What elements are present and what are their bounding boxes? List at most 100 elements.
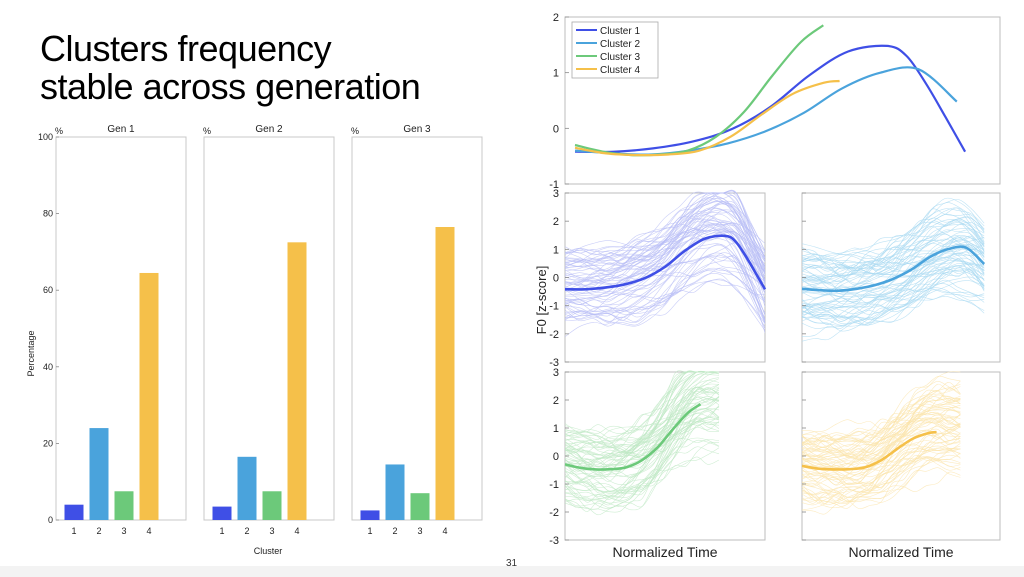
contour-trace (564, 195, 766, 288)
bar-cluster-3 (262, 491, 282, 520)
contour-trace (801, 419, 961, 468)
contour-trace (564, 227, 766, 302)
contour-trace (801, 400, 961, 471)
y-tick-label: -1 (549, 301, 559, 313)
y-tick-label: 2 (553, 216, 559, 228)
contour-trace (564, 371, 719, 472)
contour-trace (564, 243, 766, 324)
contour-trace (564, 273, 766, 328)
x-tick-label: 4 (442, 526, 447, 536)
contour-trace (801, 386, 961, 445)
x-axis-label: Cluster (254, 546, 283, 556)
contour-trace (801, 445, 961, 480)
contour-trace (801, 217, 985, 281)
bar-cluster-4 (435, 227, 455, 520)
contour-trace (801, 454, 961, 511)
y-tick-label: -3 (549, 357, 559, 369)
contour-trace (564, 200, 766, 292)
contour-trace (801, 428, 961, 466)
contour-trace (564, 416, 720, 464)
contour-trace (564, 424, 720, 496)
contour-trace (801, 387, 961, 454)
contour-trace (564, 191, 766, 268)
contour-trace (564, 238, 766, 321)
contour-trace (801, 220, 985, 291)
contour-trace (801, 381, 961, 446)
y-tick-label: -3 (549, 535, 559, 547)
contour-trace (801, 295, 985, 327)
y-tick-label: 1 (553, 244, 559, 256)
contour-trace (801, 267, 985, 315)
contour-trace (564, 383, 720, 498)
legend-label-cluster-3: Cluster 3 (600, 52, 640, 63)
contour-trace (564, 439, 720, 494)
y-tick-label: 60 (43, 285, 53, 295)
contour-trace (564, 190, 766, 272)
bar-plot-frame (203, 136, 335, 521)
y-tick-label: 0 (553, 123, 559, 135)
contour-trace (801, 414, 961, 452)
contour-trace (564, 371, 719, 440)
y-tick-label: 3 (553, 188, 559, 200)
y-unit-label: % (203, 126, 211, 136)
series-line-cluster-4 (574, 79, 840, 157)
small-multiple-cluster-1 (564, 189, 767, 363)
contour-trace (801, 417, 961, 485)
contour-trace (801, 289, 985, 329)
contour-trace (564, 267, 766, 304)
bar-chart-title: Gen 3 (403, 124, 431, 135)
y-unit-label: % (351, 126, 359, 136)
contour-trace (564, 222, 766, 293)
legend-label-cluster-2: Cluster 2 (600, 39, 640, 50)
y-tick-label: 2 (553, 395, 559, 407)
contour-trace (801, 258, 985, 342)
contour-trace (801, 268, 985, 337)
contour-trace (564, 197, 766, 268)
contour-trace (564, 370, 719, 469)
contour-trace (564, 371, 719, 447)
y-tick-label: -1 (549, 179, 559, 191)
y-tick-label: 80 (43, 209, 53, 219)
bar-cluster-3 (114, 491, 134, 520)
contour-trace (564, 399, 720, 463)
x-tick-label: 1 (219, 526, 224, 536)
contour-trace (801, 244, 985, 309)
bottom-strip (0, 566, 1024, 577)
contour-trace (801, 235, 985, 283)
contour-trace (564, 203, 766, 267)
contour-trace (801, 371, 961, 446)
contour-trace (801, 257, 985, 325)
title-line-2: stable across generation (40, 66, 421, 107)
y-tick-label: -2 (549, 329, 559, 341)
contour-trace (564, 223, 766, 294)
x-tick-label: 4 (146, 526, 151, 536)
contour-trace (564, 199, 766, 268)
mean-line-cluster-1 (564, 234, 767, 291)
contour-trace (801, 398, 961, 464)
mean-line-cluster-4 (801, 430, 937, 471)
contour-trace (801, 251, 985, 318)
y-axis-label: Percentage (26, 330, 36, 376)
contour-trace (564, 192, 766, 283)
bar-cluster-2 (89, 428, 109, 520)
y-tick-label: -1 (549, 479, 559, 491)
contour-trace (564, 252, 766, 319)
contour-trace (801, 208, 985, 285)
contour-trace (801, 454, 961, 493)
mean-line-cluster-2 (801, 245, 986, 293)
series-line-cluster-1 (574, 44, 967, 154)
contour-trace (801, 405, 961, 459)
bar-cluster-1 (64, 504, 84, 520)
bar-cluster-2 (237, 456, 257, 520)
contour-trace (564, 203, 766, 268)
contour-trace (801, 228, 985, 263)
contour-trace (564, 378, 720, 438)
contour-trace (801, 390, 961, 457)
contour-trace (564, 389, 720, 491)
contour-trace (801, 283, 985, 319)
page-number: 31 (506, 558, 518, 569)
contour-trace (801, 403, 961, 436)
contour-trace (801, 375, 961, 443)
contour-trace (564, 226, 766, 297)
